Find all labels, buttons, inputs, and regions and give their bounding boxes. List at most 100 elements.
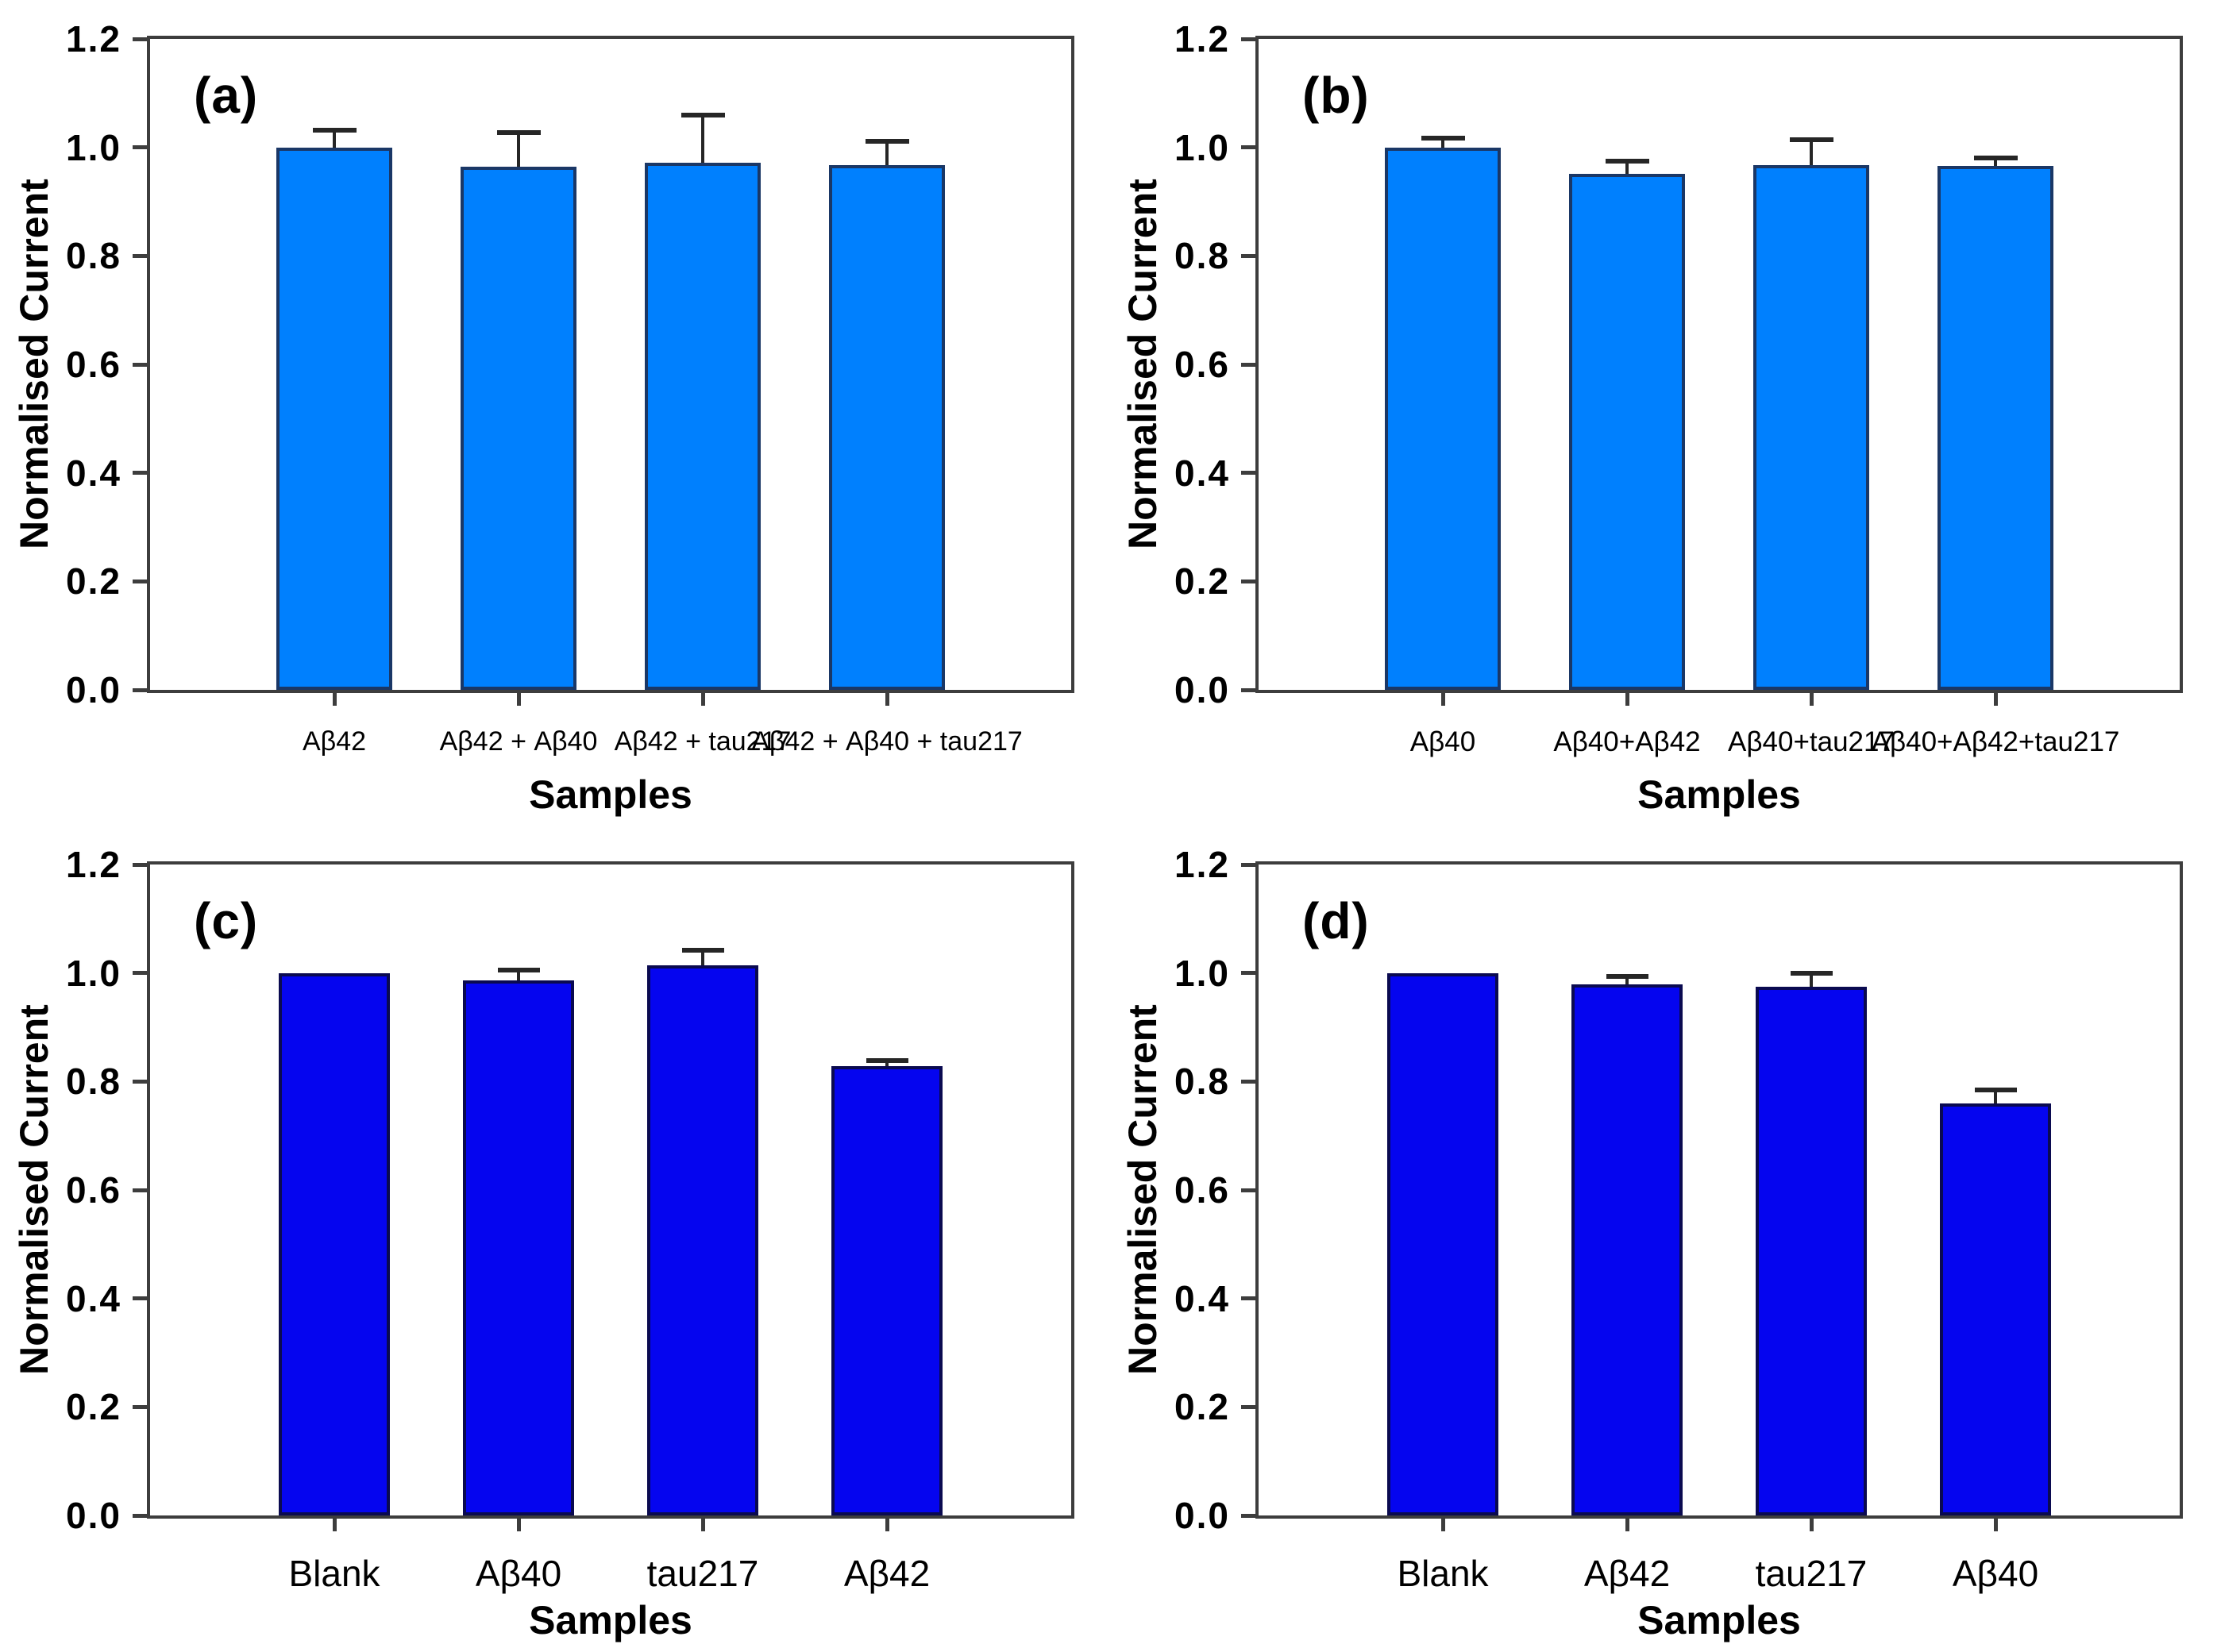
panel-letter: (d) — [1302, 892, 1370, 949]
y-tick-label: 0.8 — [66, 235, 121, 277]
y-tick-label: 0.8 — [66, 1061, 121, 1103]
y-tick — [133, 579, 147, 583]
bar — [1940, 1103, 2051, 1515]
y-tick — [133, 1188, 147, 1192]
y-tick — [1241, 687, 1255, 692]
x-tick — [516, 690, 521, 706]
error-bar — [333, 129, 336, 148]
x-category-label: Aβ40 — [475, 1553, 562, 1594]
error-bar — [701, 949, 704, 966]
x-axis-title: Samples — [1637, 772, 1801, 817]
y-tick-label: 1.0 — [66, 952, 121, 994]
y-tick — [1241, 1188, 1255, 1192]
y-tick-label: 1.0 — [1174, 952, 1230, 994]
error-bar-cap — [1974, 1087, 2017, 1092]
error-bar-cap — [1421, 136, 1465, 141]
y-tick — [133, 37, 147, 41]
x-category-label: Aβ42 — [843, 1553, 931, 1594]
error-bar — [701, 114, 704, 163]
x-tick — [332, 690, 337, 706]
bar — [1385, 147, 1501, 690]
x-category-label: Aβ40+Aβ42+tau217 — [1871, 726, 2120, 757]
bar — [1756, 987, 1867, 1515]
error-bar — [1810, 972, 1813, 988]
y-tick-label: 0.4 — [66, 452, 121, 494]
bar — [1753, 164, 1869, 690]
error-bar-cap — [1790, 970, 1833, 976]
y-tick — [133, 1513, 147, 1518]
x-tick — [1440, 690, 1445, 706]
error-bar — [517, 970, 520, 980]
y-tick — [133, 253, 147, 258]
x-tick — [700, 1515, 705, 1531]
error-bar-cap — [497, 968, 540, 973]
x-tick — [700, 690, 705, 706]
x-category-label: Aβ40 — [1952, 1553, 2039, 1594]
y-tick-label: 0.0 — [1174, 1495, 1230, 1536]
error-bar-cap — [681, 947, 724, 953]
bar — [276, 147, 392, 690]
y-tick-label: 1.2 — [66, 18, 121, 60]
chart-panel-d: Normalised Current (d) 0.0 0.2 0.4 0.6 0.8 1.… — [1108, 826, 2217, 1651]
bar — [1569, 174, 1685, 690]
error-bar — [1441, 138, 1444, 148]
x-category-label: Aβ42 + Aβ40 — [439, 726, 598, 757]
error-bar-cap — [1605, 159, 1649, 164]
y-tick-label: 1.0 — [1174, 126, 1230, 168]
y-tick — [1241, 37, 1255, 41]
plot-area: (b) 0.0 0.2 0.4 0.6 0.8 1.0 1.2 Aβ40 Aβ40+Aβ42 Aβ… — [1174, 18, 2183, 757]
x-axis-title: Samples — [1637, 1598, 1801, 1642]
x-category-label: Aβ40 — [1409, 726, 1476, 757]
y-tick-label: 0.2 — [1174, 1386, 1230, 1428]
x-category-label: Aβ40+Aβ42 — [1553, 726, 1701, 757]
x-category-label: Aβ40+tau217 — [1728, 726, 1895, 757]
bar — [279, 972, 390, 1515]
plot-area: (d) 0.0 0.2 0.4 0.6 0.8 1.0 1.2 Blank Aβ42 tau217… — [1174, 844, 2183, 1594]
y-tick-label: 1.2 — [1174, 18, 1230, 60]
y-tick — [1241, 1513, 1255, 1518]
y-axis-title: Normalised Current — [1120, 1004, 1165, 1376]
y-axis-title: Normalised Current — [1120, 179, 1165, 550]
x-tick — [1809, 690, 1814, 706]
bar — [1937, 165, 2053, 690]
y-tick — [133, 687, 147, 692]
x-category-label: tau217 — [646, 1553, 759, 1594]
y-axis-title: Normalised Current — [12, 1004, 56, 1376]
y-tick-label: 1.2 — [66, 844, 121, 885]
y-tick-label: 0.4 — [1174, 1277, 1230, 1319]
x-tick — [885, 690, 889, 706]
bar — [1387, 972, 1498, 1515]
error-bar — [1994, 158, 1997, 166]
y-tick — [133, 362, 147, 367]
bar — [461, 166, 576, 690]
y-tick-label: 0.8 — [1174, 235, 1230, 277]
y-tick-label: 0.6 — [1174, 1169, 1230, 1211]
y-tick — [1241, 362, 1255, 367]
y-tick — [133, 1079, 147, 1084]
y-tick-label: 0.0 — [66, 669, 121, 710]
y-tick — [1241, 471, 1255, 476]
chart-panel-c: Normalised Current (c) 0.0 0.2 0.4 0.6 0.8 1.… — [0, 826, 1108, 1651]
error-bar — [1625, 161, 1629, 175]
plot-area: (a) 0.0 0.2 0.4 0.6 0.8 1.0 1.2 Aβ42 Aβ42 + Aβ40… — [66, 18, 1074, 757]
x-axis-title: Samples — [529, 772, 692, 817]
error-bar — [885, 1060, 889, 1066]
x-tick — [516, 1515, 521, 1531]
x-category-label: Aβ42 — [302, 726, 367, 757]
x-tick — [332, 1515, 337, 1531]
y-tick-label: 0.2 — [66, 1386, 121, 1428]
y-tick-label: 0.0 — [66, 1495, 121, 1536]
x-category-label: Blank — [1397, 1553, 1489, 1594]
error-bar-cap — [496, 130, 541, 136]
y-tick — [133, 862, 147, 867]
x-category-label: Aβ42 + tau217 — [614, 726, 792, 757]
y-tick — [133, 145, 147, 150]
panel-letter: (c) — [194, 892, 259, 949]
error-bar — [1994, 1089, 1997, 1103]
error-bar-cap — [1606, 974, 1648, 980]
x-category-label: Aβ42 — [1583, 1553, 1671, 1594]
bar — [645, 162, 761, 690]
error-bar — [1625, 976, 1629, 985]
bar — [829, 165, 945, 690]
